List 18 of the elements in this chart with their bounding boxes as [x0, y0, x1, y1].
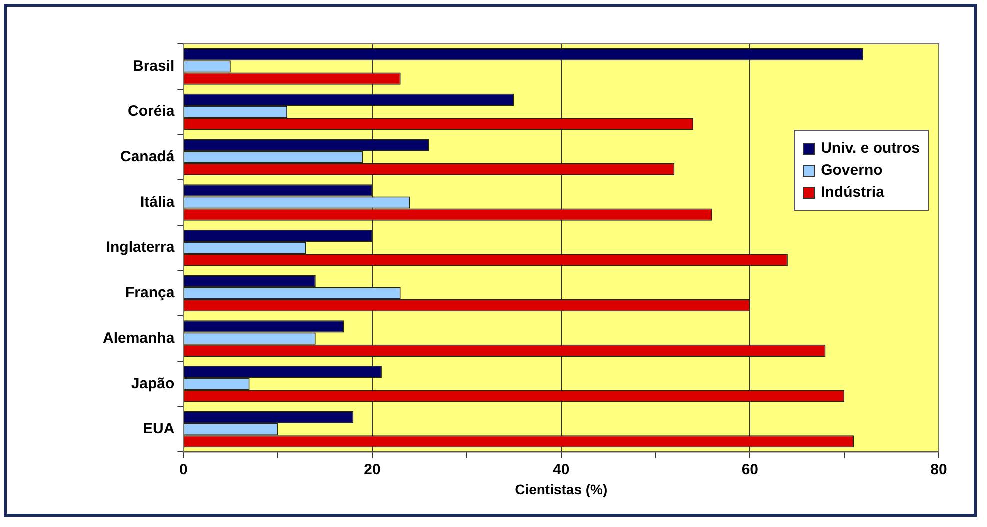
y-tick-label: Canadá	[120, 148, 176, 166]
y-tick-label: França	[125, 284, 176, 302]
x-axis-title: Cientistas (%)	[515, 481, 608, 498]
y-tick-label: Brasil	[132, 58, 175, 75]
y-tick-label: EUA	[143, 420, 175, 438]
y-tick-label: Coréia	[128, 103, 176, 120]
x-tick-label: 20	[364, 461, 381, 478]
x-tick-label: 80	[930, 461, 948, 478]
legend-label: Governo	[821, 162, 883, 179]
y-tick-label: Itália	[140, 194, 176, 211]
y-tick-label: Inglaterra	[106, 239, 176, 256]
legend-label: Univ. e outros	[821, 140, 920, 157]
x-tick-label: 0	[180, 461, 188, 478]
x-tick-label: 60	[742, 461, 759, 478]
x-tick-label: 40	[553, 461, 570, 478]
y-tick-label: Japão	[131, 375, 175, 392]
legend-label: Indústria	[821, 184, 884, 201]
y-tick-label: Alemanha	[102, 330, 176, 347]
